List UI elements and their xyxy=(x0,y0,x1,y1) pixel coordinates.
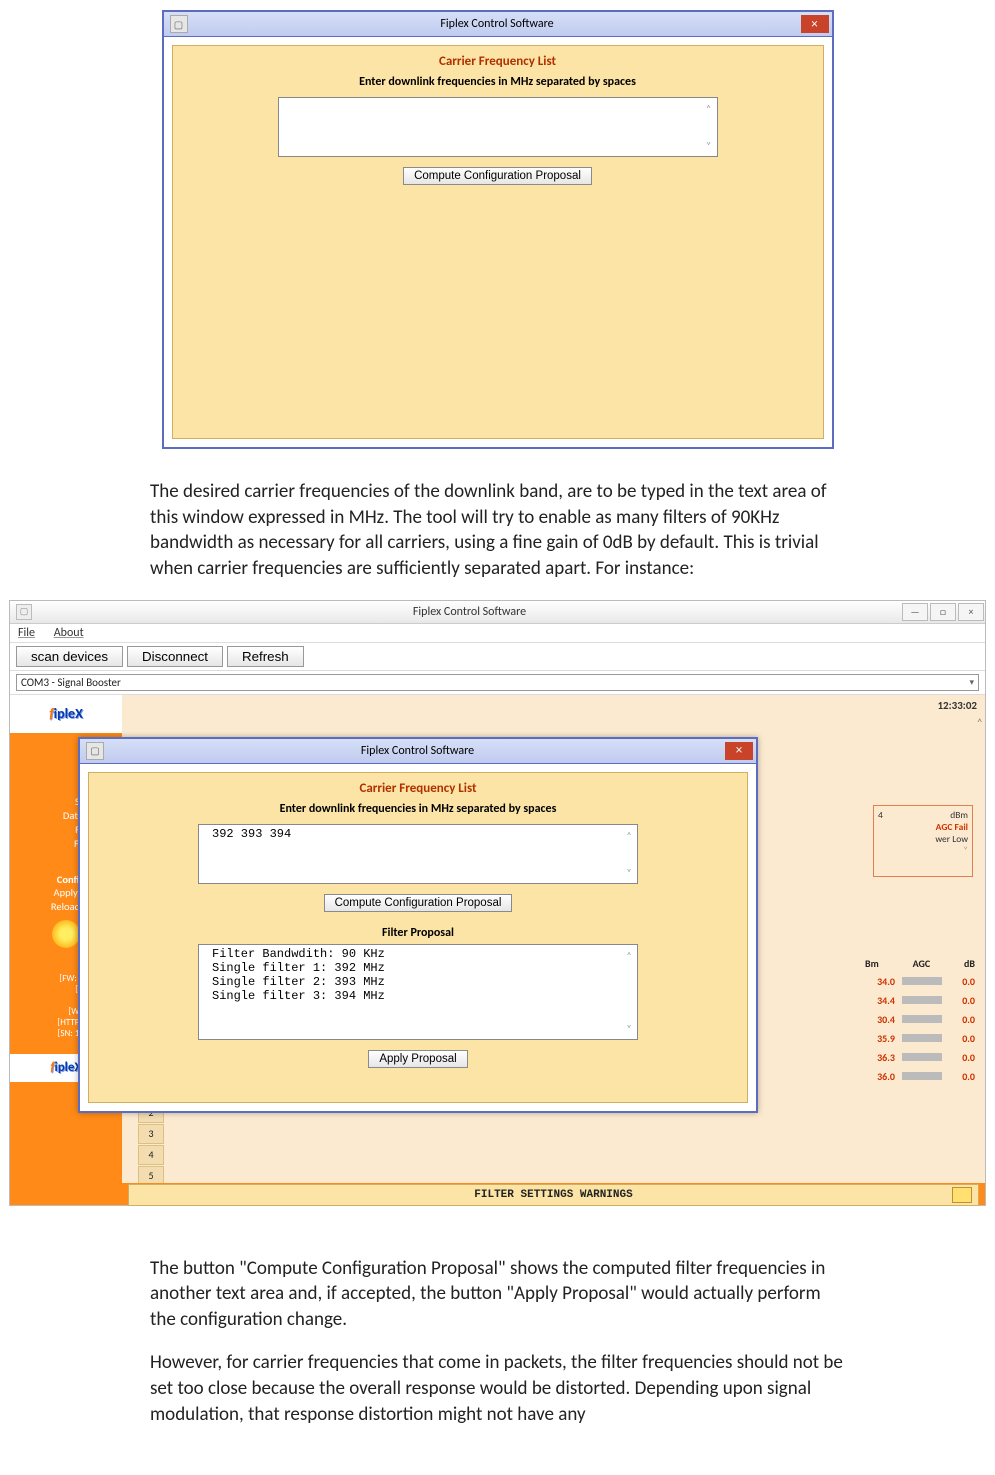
frequency-input-wrap: ˄˅ xyxy=(278,97,718,157)
document-page: ▢ Fiplex Control Software × Carrier Freq… xyxy=(0,10,995,1475)
filter-row[interactable]: 3 xyxy=(138,1124,164,1144)
scrollbar-stub[interactable]: ˄˅ xyxy=(623,829,635,879)
scroll-up-icon[interactable]: ˄ xyxy=(977,717,983,731)
close-icon[interactable]: × xyxy=(958,603,984,621)
app-window-title: Fiplex Control Software xyxy=(38,605,901,619)
scrollbar-stub[interactable]: ˄˅ xyxy=(623,949,635,1035)
frequency-input-wrap: ˄˅ xyxy=(198,824,638,884)
status-val: 4 xyxy=(878,809,883,821)
window-controls: — □ × xyxy=(901,603,985,621)
grid-row: 35.90.0 xyxy=(865,1029,975,1048)
filter-proposal-title: Filter Proposal xyxy=(101,926,735,940)
panel-instruction: Enter downlink frequencies in MHz separa… xyxy=(101,802,735,816)
maximize-icon[interactable]: □ xyxy=(930,603,956,621)
agc-bar xyxy=(902,1034,942,1042)
titlebar: ▢ Fiplex Control Software × xyxy=(164,12,832,37)
proposal-output-wrap: ˄˅ xyxy=(198,944,638,1040)
body-paragraph-3: However, for carrier frequencies that co… xyxy=(150,1350,845,1427)
logo-top: fipleX xyxy=(10,695,122,733)
minimize-icon[interactable]: — xyxy=(902,603,928,621)
menubar: File About xyxy=(10,624,985,643)
window-title: Fiplex Control Software xyxy=(194,17,801,31)
dialog-window-2: ▢ Fiplex Control Software × Carrier Freq… xyxy=(78,737,758,1113)
proposal-output[interactable] xyxy=(208,945,628,1037)
close-icon[interactable]: × xyxy=(725,742,753,760)
grid-row: 36.00.0 xyxy=(865,1067,975,1086)
app-icon: ▢ xyxy=(170,15,188,33)
dialog-title: Fiplex Control Software xyxy=(110,744,725,758)
refresh-button[interactable]: Refresh xyxy=(227,646,304,667)
grid-row: 34.00.0 xyxy=(865,972,975,991)
status-unit: dBm xyxy=(950,809,968,821)
device-combo[interactable]: COM3 - Signal Booster ▾ xyxy=(16,674,979,691)
toolbar: scan devices Disconnect Refresh xyxy=(10,643,985,671)
grid-header: BmAGCdB xyxy=(865,955,975,972)
window-body: Carrier Frequency List Enter downlink fr… xyxy=(164,37,832,447)
frequency-input[interactable] xyxy=(208,825,628,881)
status-agc-fail: AGC Fail xyxy=(878,821,968,833)
chevron-down-icon: ▾ xyxy=(969,677,974,688)
status-box: 4 dBm AGC Fail wer Low ˅ xyxy=(873,805,973,877)
panel-title: Carrier Frequency List xyxy=(101,781,735,796)
filter-row[interactable]: 5 xyxy=(138,1166,164,1183)
dialog-window-1: ▢ Fiplex Control Software × Carrier Freq… xyxy=(162,10,834,449)
disconnect-button[interactable]: Disconnect xyxy=(127,646,223,667)
agc-bar xyxy=(902,1015,942,1023)
scrollbar-stub[interactable]: ˄˅ xyxy=(703,102,715,152)
measurement-grid: BmAGCdB 34.00.0 34.40.0 30.40.0 35.90.0 … xyxy=(865,955,975,1086)
close-icon[interactable]: × xyxy=(801,15,829,33)
app-icon: ▢ xyxy=(86,742,104,760)
carrier-frequency-panel: Carrier Frequency List Enter downlink fr… xyxy=(88,772,748,1103)
compute-proposal-button[interactable]: Compute Configuration Proposal xyxy=(403,167,592,185)
body-paragraph-1: The desired carrier frequencies of the d… xyxy=(150,479,845,582)
device-selector-row: COM3 - Signal Booster ▾ xyxy=(10,671,985,695)
frequency-input[interactable] xyxy=(288,98,708,154)
sun-icon xyxy=(52,920,80,948)
scan-devices-button[interactable]: scan devices xyxy=(16,646,123,667)
menu-file[interactable]: File xyxy=(18,626,35,640)
apply-proposal-button[interactable]: Apply Proposal xyxy=(368,1050,467,1068)
agc-bar xyxy=(902,1072,942,1080)
app-icon: ▢ xyxy=(16,604,32,620)
warning-bar: FILTER SETTINGS WARNINGS xyxy=(128,1184,979,1206)
filter-row[interactable]: 4 xyxy=(138,1145,164,1165)
panel-instruction: Enter downlink frequencies in MHz separa… xyxy=(185,75,811,89)
app-main-area: fipleX Content Status Tag IP Spectrum Da… xyxy=(10,695,985,1205)
dialog-body: Carrier Frequency List Enter downlink fr… xyxy=(80,764,756,1111)
status-scroll-icon: ˅ xyxy=(878,845,968,856)
agc-bar xyxy=(902,996,942,1004)
dialog-titlebar: ▢ Fiplex Control Software × xyxy=(80,739,756,764)
app-titlebar: ▢ Fiplex Control Software — □ × xyxy=(10,601,985,624)
menu-about[interactable]: About xyxy=(54,626,84,640)
body-paragraph-2: The button "Compute Configuration Propos… xyxy=(150,1256,845,1333)
grid-row: 36.30.0 xyxy=(865,1048,975,1067)
agc-bar xyxy=(902,977,942,985)
carrier-frequency-panel: Carrier Frequency List Enter downlink fr… xyxy=(172,45,824,439)
grid-row: 30.40.0 xyxy=(865,1010,975,1029)
agc-bar xyxy=(902,1053,942,1061)
note-icon[interactable] xyxy=(952,1187,972,1203)
compute-proposal-button[interactable]: Compute Configuration Proposal xyxy=(324,894,513,912)
warning-text: FILTER SETTINGS WARNINGS xyxy=(474,1189,632,1201)
app-window: ▢ Fiplex Control Software — □ × File Abo… xyxy=(9,600,986,1206)
grid-row: 34.40.0 xyxy=(865,991,975,1010)
panel-title: Carrier Frequency List xyxy=(185,54,811,69)
status-power-low: wer Low xyxy=(878,833,968,845)
device-combo-value: COM3 - Signal Booster xyxy=(21,676,121,689)
clock: 12:33:02 xyxy=(937,699,977,712)
